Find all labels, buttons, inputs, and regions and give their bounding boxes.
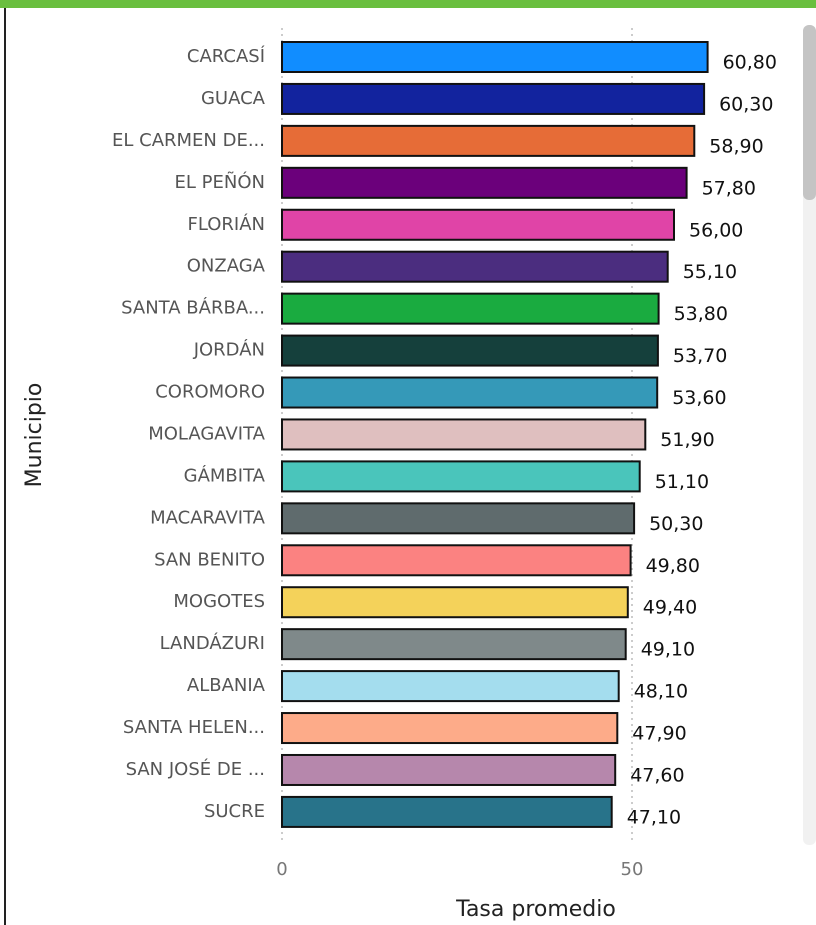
- y-tick-label: SAN BENITO: [154, 549, 265, 570]
- value-label: 47,10: [627, 806, 681, 828]
- bar: [281, 376, 659, 409]
- bar: [281, 166, 688, 199]
- bar: [281, 795, 613, 828]
- value-label: 50,30: [649, 513, 703, 535]
- bar: [281, 712, 619, 745]
- value-label: 48,10: [634, 681, 688, 703]
- value-label: 47,90: [632, 723, 686, 745]
- value-label: 49,40: [643, 597, 697, 619]
- value-label: 51,10: [655, 471, 709, 493]
- y-tick-label: MOGOTES: [173, 591, 265, 612]
- bar: [281, 208, 675, 241]
- x-axis-title: Tasa promedio: [455, 897, 616, 922]
- value-label: 57,80: [702, 177, 756, 199]
- y-tick-label: EL PEÑÓN: [175, 171, 265, 193]
- y-tick-label: MOLAGAVITA: [148, 423, 265, 444]
- top-bar: [0, 0, 816, 8]
- bar: [281, 753, 617, 786]
- x-tick-label: 0: [276, 859, 287, 880]
- y-tick-label: LANDÁZURI: [160, 632, 265, 654]
- value-label: 55,10: [683, 261, 737, 283]
- y-tick-label: SANTA BÁRBA...: [121, 297, 265, 319]
- value-label: 51,90: [660, 429, 714, 451]
- scrollbar-thumb[interactable]: [803, 25, 816, 200]
- bar: [281, 418, 647, 451]
- value-label: 53,80: [674, 303, 728, 325]
- bar: [281, 502, 636, 535]
- scrollbar-track[interactable]: [803, 25, 816, 845]
- y-tick-label: CARCASÍ: [187, 45, 265, 67]
- value-label: 49,80: [646, 555, 700, 577]
- bar: [281, 544, 632, 577]
- bar: [281, 124, 696, 157]
- bar: [281, 41, 709, 73]
- bar: [281, 334, 659, 367]
- y-tick-label: EL CARMEN DE...: [112, 130, 265, 151]
- value-label: 60,30: [719, 93, 773, 115]
- value-label: 53,70: [673, 345, 727, 367]
- y-tick-label: GÁMBITA: [184, 464, 266, 486]
- bar: [281, 82, 706, 115]
- bar: [281, 460, 641, 493]
- y-tick-label: JORDÁN: [193, 339, 265, 361]
- value-label: 53,60: [672, 387, 726, 409]
- x-tick-label: 50: [621, 859, 644, 880]
- value-label: 58,90: [709, 135, 763, 157]
- value-label: 60,80: [723, 52, 777, 74]
- y-tick-label: SAN JOSÉ DE ...: [126, 758, 265, 780]
- y-tick-label: ONZAGA: [187, 256, 266, 277]
- value-label: 49,10: [641, 639, 695, 661]
- value-label: 47,60: [630, 764, 684, 786]
- y-tick-label: SANTA HELEN...: [123, 717, 265, 738]
- y-tick-label: SUCRE: [204, 801, 265, 822]
- y-tick-label: FLORIÁN: [187, 213, 265, 235]
- bar: [281, 586, 629, 619]
- y-tick-label: ALBANIA: [187, 675, 266, 696]
- y-tick-label: COROMORO: [155, 382, 265, 403]
- bar: [281, 250, 669, 283]
- y-tick-label: GUACA: [201, 88, 266, 109]
- y-axis-title: Municipio: [22, 383, 47, 488]
- bar: [281, 670, 620, 703]
- bar: [281, 628, 627, 661]
- y-tick-label: MACARAVITA: [150, 507, 266, 528]
- bar: [281, 292, 660, 325]
- value-label: 56,00: [689, 219, 743, 241]
